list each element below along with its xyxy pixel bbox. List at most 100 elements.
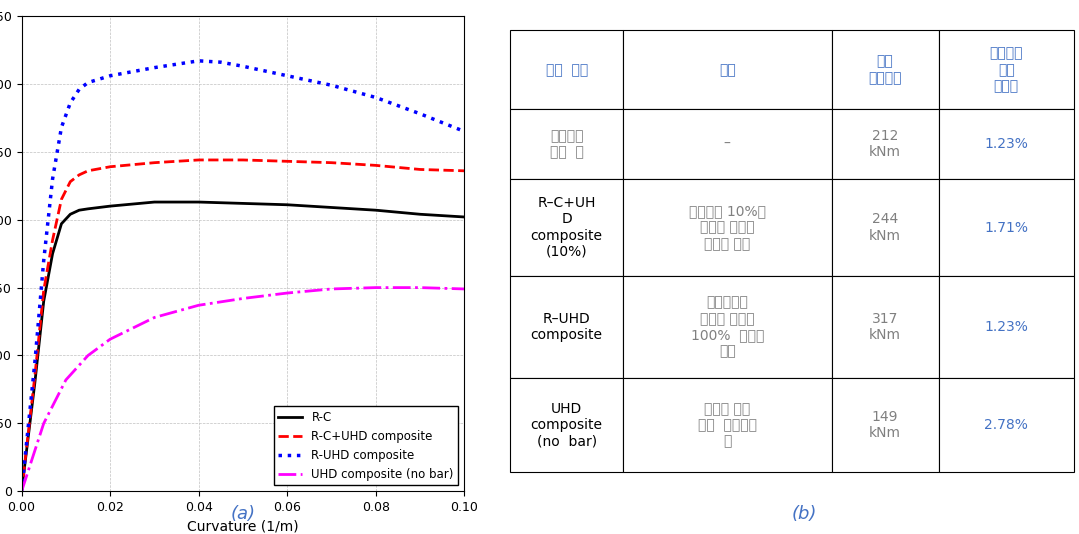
FancyBboxPatch shape [832, 30, 939, 109]
FancyBboxPatch shape [623, 378, 832, 472]
FancyBboxPatch shape [939, 30, 1074, 109]
R-C+UHD composite [236, 157, 249, 163]
R-UHD composite [38, 257, 51, 264]
R-UHD composite [82, 80, 95, 86]
R-C+UHD composite [46, 237, 59, 244]
R-C [104, 203, 117, 209]
R-C+UHD composite [281, 158, 293, 164]
FancyBboxPatch shape [939, 109, 1074, 179]
R-UHD composite [236, 63, 249, 69]
Text: 철근콘크
리트  보: 철근콘크 리트 보 [549, 129, 584, 159]
R-UHD composite [369, 95, 382, 101]
R-C [325, 205, 338, 211]
R-C [413, 211, 426, 217]
Text: 1.23%: 1.23% [984, 137, 1028, 151]
Line: R-C: R-C [22, 202, 464, 491]
Text: 1.23%: 1.23% [984, 320, 1028, 334]
R-C [236, 200, 249, 207]
FancyBboxPatch shape [510, 109, 623, 179]
R-C+UHD composite [82, 168, 95, 174]
R-UHD composite [64, 100, 77, 106]
R-C+UHD composite [104, 163, 117, 170]
FancyBboxPatch shape [623, 30, 832, 109]
UHD composite (no bar) [192, 302, 205, 309]
R-UHD composite [28, 359, 41, 365]
FancyBboxPatch shape [939, 276, 1074, 378]
R-UHD composite [325, 82, 338, 89]
FancyBboxPatch shape [832, 179, 939, 276]
FancyBboxPatch shape [832, 109, 939, 179]
Text: 1.71%: 1.71% [984, 221, 1028, 234]
Text: 149
kNm: 149 kNm [869, 410, 901, 440]
Text: 244
kNm: 244 kNm [869, 213, 901, 242]
R-C+UHD composite [55, 196, 68, 202]
R-UHD composite [281, 73, 293, 79]
Text: R–C+UH
D
composite
(10%): R–C+UH D composite (10%) [531, 197, 603, 259]
FancyBboxPatch shape [510, 179, 623, 276]
UHD composite (no bar) [413, 285, 426, 291]
R-C+UHD composite [325, 160, 338, 166]
R-UHD composite [413, 111, 426, 117]
Text: (b): (b) [791, 505, 817, 523]
FancyBboxPatch shape [623, 109, 832, 179]
R-C [72, 207, 85, 214]
R-C [192, 199, 205, 205]
Text: 212
kNm: 212 kNm [869, 129, 901, 159]
R-C+UHD composite [15, 488, 28, 494]
Text: 보의  종류: 보의 종류 [546, 62, 588, 77]
Text: UHD
composite
(no  bar): UHD composite (no bar) [531, 402, 603, 448]
Text: 2.78%: 2.78% [984, 418, 1028, 432]
R-C [38, 298, 51, 304]
R-C+UHD composite [192, 157, 205, 163]
UHD composite (no bar) [15, 488, 28, 494]
R-UHD composite [457, 128, 470, 135]
Text: 최대
휘모멘트: 최대 휘모멘트 [869, 54, 902, 85]
R-C+UHD composite [72, 172, 85, 178]
Text: 철근이 없는
순수  개발재료
보: 철근이 없는 순수 개발재료 보 [698, 402, 756, 448]
Text: 설명: 설명 [719, 62, 736, 77]
UHD composite (no bar) [38, 420, 51, 427]
FancyBboxPatch shape [510, 276, 623, 378]
X-axis label: Curvature (1/m): Curvature (1/m) [187, 520, 299, 533]
R-C+UHD composite [64, 178, 77, 185]
Legend: R-C, R-C+UHD composite, R-UHD composite, UHD composite (no bar): R-C, R-C+UHD composite, R-UHD composite,… [274, 406, 459, 485]
UHD composite (no bar) [369, 285, 382, 291]
Text: (a): (a) [230, 505, 256, 523]
FancyBboxPatch shape [510, 378, 623, 472]
R-UHD composite [15, 488, 28, 494]
UHD composite (no bar) [59, 376, 72, 383]
R-C [369, 207, 382, 214]
UHD composite (no bar) [457, 286, 470, 292]
R-C+UHD composite [457, 168, 470, 174]
FancyBboxPatch shape [832, 378, 939, 472]
R-C [457, 214, 470, 220]
R-C [15, 488, 28, 494]
UHD composite (no bar) [281, 290, 293, 296]
UHD composite (no bar) [236, 295, 249, 302]
R-UHD composite [215, 59, 228, 65]
R-UHD composite [55, 124, 68, 131]
FancyBboxPatch shape [623, 179, 832, 276]
R-C+UHD composite [28, 373, 41, 379]
R-UHD composite [46, 176, 59, 182]
R-C [46, 250, 59, 257]
FancyBboxPatch shape [832, 276, 939, 378]
FancyBboxPatch shape [510, 30, 623, 109]
UHD composite (no bar) [104, 336, 117, 342]
R-UHD composite [104, 73, 117, 79]
R-C+UHD composite [38, 287, 51, 294]
UHD composite (no bar) [148, 315, 161, 321]
FancyBboxPatch shape [939, 179, 1074, 276]
FancyBboxPatch shape [623, 276, 832, 378]
Text: R–UHD
composite: R–UHD composite [531, 312, 603, 342]
Line: R-UHD composite: R-UHD composite [22, 61, 464, 491]
R-C [55, 221, 68, 227]
R-C+UHD composite [148, 160, 161, 166]
R-UHD composite [148, 65, 161, 71]
Text: 하단부의 10%를
개발한 재료로
치환한 경우: 하단부의 10%를 개발한 재료로 치환한 경우 [688, 205, 766, 251]
UHD composite (no bar) [82, 352, 95, 359]
R-C [148, 199, 161, 205]
R-UHD composite [72, 86, 85, 92]
UHD composite (no bar) [325, 286, 338, 292]
Text: 철근위치
에서
변형률: 철근위치 에서 변형률 [989, 46, 1023, 93]
